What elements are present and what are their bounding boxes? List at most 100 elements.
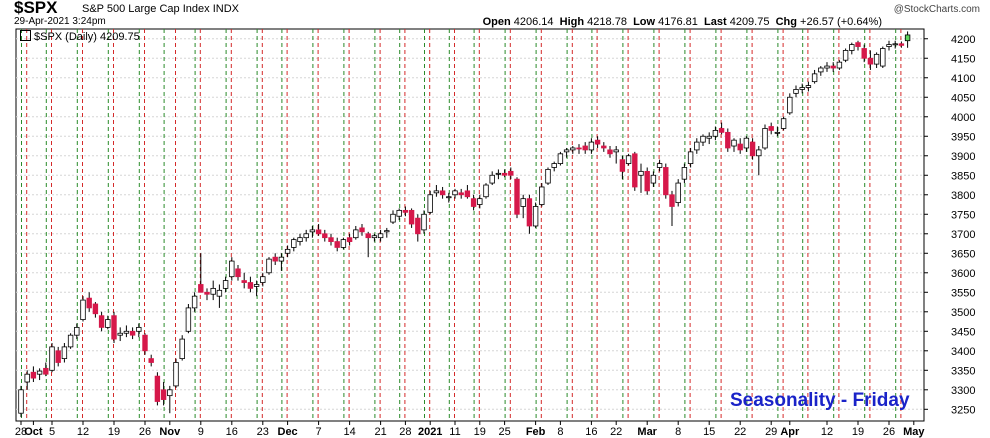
candle-body xyxy=(799,87,805,90)
candle-body xyxy=(501,172,508,176)
candle-body xyxy=(346,237,353,242)
x-tick-label: 12 xyxy=(821,426,833,438)
y-tick-label: 3600 xyxy=(951,268,975,280)
x-tick-label: 22 xyxy=(610,426,622,438)
candle-body xyxy=(61,346,68,359)
candle-body xyxy=(136,326,142,332)
candle-body xyxy=(433,190,440,194)
candle-body xyxy=(204,291,210,295)
candle-body xyxy=(98,315,105,328)
candle-body xyxy=(768,126,774,131)
x-tick-label: 19 xyxy=(108,426,120,438)
candle-body xyxy=(43,367,49,375)
candle-body xyxy=(780,118,787,129)
x-tick-label: 11 xyxy=(449,426,460,438)
candle-body xyxy=(718,128,725,133)
high-label: High xyxy=(559,16,585,28)
candle-body xyxy=(669,194,675,207)
x-tick-label: 8 xyxy=(675,426,681,438)
candle-body xyxy=(105,319,111,328)
candle-body xyxy=(756,149,762,157)
candle-body xyxy=(656,163,663,168)
candle-body xyxy=(774,131,781,134)
candle-body xyxy=(359,227,365,233)
x-tick-label: Oct xyxy=(24,426,43,438)
candle-body xyxy=(328,237,334,242)
y-tick-label: 3950 xyxy=(951,131,975,143)
candle-body xyxy=(737,143,743,151)
y-tick-label: 3650 xyxy=(951,248,975,260)
candle-body xyxy=(284,248,291,254)
candle-body xyxy=(632,153,638,188)
candle-body xyxy=(712,130,719,137)
exchange-label: INDX xyxy=(212,3,239,15)
x-tick-label: 16 xyxy=(226,426,238,438)
y-tick-label: 3500 xyxy=(951,307,975,319)
seasonality-annotation: Seasonality - Friday xyxy=(730,390,910,411)
company-name: S&P 500 Large Cap Index INDX xyxy=(82,3,239,15)
x-tick-label: 15 xyxy=(703,426,715,438)
candle-body xyxy=(309,229,316,233)
legend-label: $SPX (Daily) 4209.75 xyxy=(34,31,140,43)
candle-body xyxy=(377,233,384,239)
candle-body xyxy=(439,190,446,196)
candle-body xyxy=(694,141,700,151)
y-tick-label: 4050 xyxy=(951,92,975,104)
candle-body xyxy=(297,237,303,242)
candle-body xyxy=(619,159,626,172)
x-tick-label: 12 xyxy=(77,426,89,438)
y-tick-label: 3400 xyxy=(951,346,975,358)
candle-body xyxy=(198,284,204,293)
chg-label: Chg xyxy=(775,16,797,28)
series-legend: $SPX (Daily) 4209.75 xyxy=(20,29,140,43)
candle-body xyxy=(849,44,855,51)
candle-body xyxy=(340,239,347,248)
candle-body xyxy=(725,131,731,149)
candle-body xyxy=(687,151,694,164)
candle-body xyxy=(638,170,644,176)
y-tick-label: 3550 xyxy=(951,287,975,299)
candle-body xyxy=(861,48,867,59)
y-tick-label: 3350 xyxy=(951,365,975,377)
candle-body xyxy=(563,149,570,153)
candle-body xyxy=(402,209,409,213)
chart-date: 29-Apr-2021 3:24pm xyxy=(14,16,106,27)
high-value: 4218.78 xyxy=(587,16,627,28)
candle-body xyxy=(111,315,117,340)
candle-body xyxy=(545,169,551,184)
candle-body xyxy=(470,198,477,207)
stockcharts-watermark: @StockCharts.com xyxy=(893,4,980,15)
candle-body xyxy=(892,43,898,46)
candle-body xyxy=(36,370,43,375)
x-tick-label: 25 xyxy=(498,426,510,438)
candle-body xyxy=(303,233,309,239)
candle-body xyxy=(749,141,756,157)
x-tick-label: 7 xyxy=(316,426,322,438)
candle-body xyxy=(842,50,849,61)
x-tick-label: 23 xyxy=(257,426,269,438)
x-tick-label: 26 xyxy=(883,426,895,438)
y-tick-label: 3700 xyxy=(951,229,975,241)
candle-body xyxy=(601,145,607,149)
candle-body xyxy=(824,65,830,69)
candle-body xyxy=(539,186,545,205)
y-tick-label: 3850 xyxy=(951,170,975,182)
x-tick-label: 28 xyxy=(399,426,411,438)
candle-body xyxy=(483,184,489,198)
candle-body xyxy=(278,256,285,262)
x-tick-label: 19 xyxy=(474,426,486,438)
candle-body xyxy=(390,213,396,223)
y-tick-label: 4200 xyxy=(951,34,975,46)
candle-body xyxy=(272,256,278,262)
x-tick-label: 2021 xyxy=(418,426,442,438)
x-tick-label: 8 xyxy=(557,426,563,438)
candle-body xyxy=(582,145,588,151)
candle-body xyxy=(700,135,706,143)
candle-body xyxy=(867,57,874,65)
candle-body xyxy=(452,190,458,196)
x-tick-label: Mar xyxy=(637,426,657,438)
y-tick-label: 3900 xyxy=(951,151,975,163)
candle-body xyxy=(241,280,247,283)
low-label: Low xyxy=(633,16,656,28)
